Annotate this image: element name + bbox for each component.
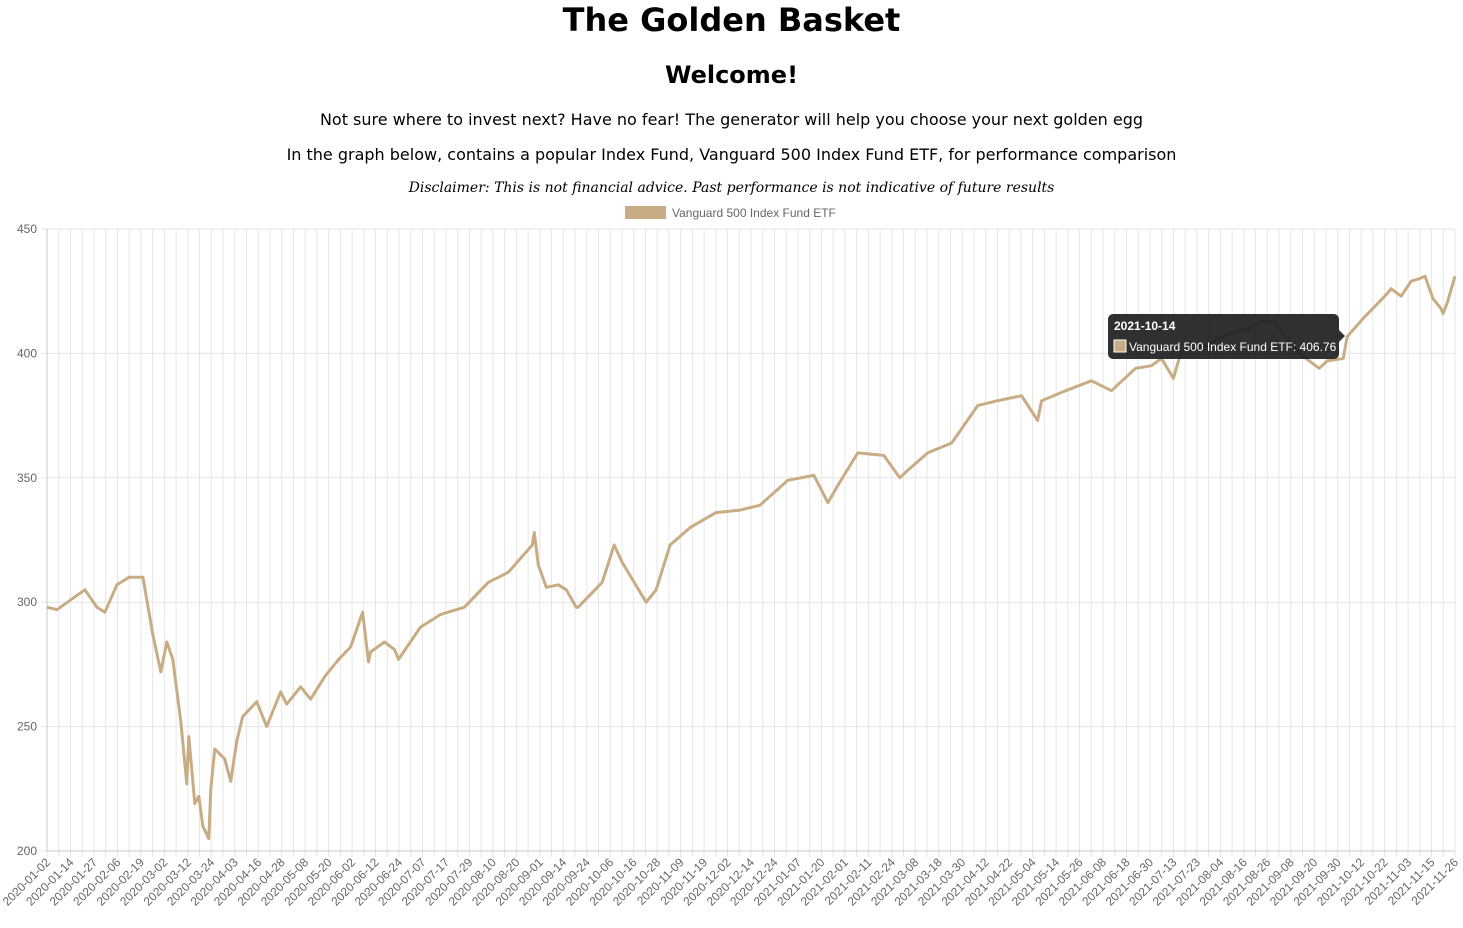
y-tick-label: 300: [17, 595, 37, 609]
page-title: The Golden Basket: [562, 1, 901, 39]
tooltip-caret: [1339, 330, 1345, 342]
tooltip-swatch: [1113, 339, 1127, 353]
y-tick-label: 250: [17, 720, 37, 734]
legend-label: Vanguard 500 Index Fund ETF: [672, 206, 836, 220]
tooltip-title: 2021-10-14: [1114, 319, 1176, 333]
tooltip: 2021-10-14 Vanguard 500 Index Fund ETF: …: [1108, 314, 1345, 359]
intro-text: Not sure where to invest next? Have no f…: [319, 110, 1144, 129]
y-tick-label: 450: [17, 222, 37, 236]
tooltip-box: [1108, 314, 1339, 359]
y-tick-label: 350: [17, 471, 37, 485]
y-tick-label: 400: [17, 346, 37, 360]
disclaimer-text: Disclaimer: This is not financial advice…: [408, 180, 1055, 196]
legend[interactable]: Vanguard 500 Index Fund ETF: [625, 206, 836, 220]
welcome-heading: Welcome!: [664, 61, 799, 89]
legend-swatch: [625, 206, 666, 219]
y-tick-label: 200: [17, 844, 37, 858]
comparison-text: In the graph below, contains a popular I…: [286, 145, 1177, 164]
tooltip-body: Vanguard 500 Index Fund ETF: 406.76: [1129, 340, 1337, 354]
performance-chart[interactable]: 2002503003504004502020-01-022020-01-1420…: [0, 200, 1463, 928]
